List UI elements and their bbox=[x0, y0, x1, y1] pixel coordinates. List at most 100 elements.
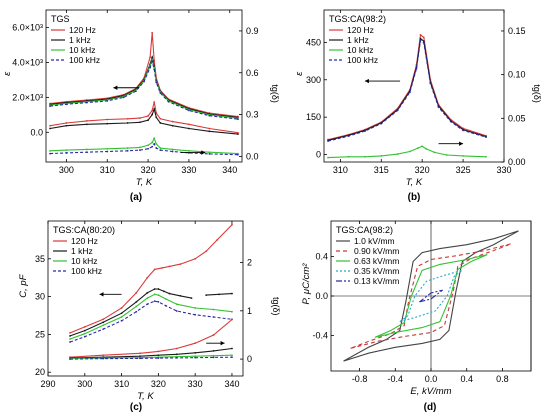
direction-arrow-head bbox=[99, 292, 104, 297]
panel-caption: (b) bbox=[408, 192, 421, 203]
x-tick-label: 310 bbox=[333, 165, 348, 175]
legend-label: 0.13 kV/mm bbox=[354, 276, 399, 286]
legend-title: TGS:CA(98:2) bbox=[336, 225, 393, 235]
plot-frame bbox=[47, 220, 244, 377]
data-point bbox=[171, 124, 174, 127]
series-line bbox=[374, 254, 488, 338]
data-point bbox=[83, 332, 86, 335]
data-point bbox=[462, 154, 464, 157]
data-point bbox=[120, 319, 123, 322]
x-tick-label: 0.4 bbox=[460, 374, 473, 384]
data-point bbox=[188, 127, 190, 130]
y-tick-label-right: 0.3 bbox=[246, 110, 259, 120]
data-point bbox=[151, 56, 154, 59]
series-line bbox=[70, 319, 233, 358]
data-point bbox=[102, 318, 105, 321]
y-axis-label-left: P, μC/cm² bbox=[301, 263, 312, 305]
data-point bbox=[147, 115, 149, 117]
data-point bbox=[231, 354, 233, 357]
data-point bbox=[237, 153, 239, 156]
data-point bbox=[194, 351, 197, 354]
series-line bbox=[69, 288, 192, 337]
data-point bbox=[175, 356, 178, 359]
x-tick-label: 340 bbox=[224, 379, 239, 389]
data-point bbox=[409, 150, 411, 153]
data-point bbox=[347, 135, 350, 137]
x-tick-label: 290 bbox=[40, 379, 55, 389]
y-tick-label-right: 0.9 bbox=[246, 26, 259, 36]
data-point bbox=[171, 150, 174, 153]
y-tick-label-left: 300 bbox=[306, 75, 321, 85]
data-point bbox=[147, 144, 149, 147]
series-line bbox=[70, 354, 233, 360]
data-point bbox=[120, 307, 123, 309]
legend-label: 10 kHz bbox=[347, 45, 373, 55]
data-point bbox=[85, 101, 88, 104]
data-point bbox=[149, 56, 152, 59]
legend-label: 120 Hz bbox=[347, 25, 374, 35]
x-tick-label: 0.8 bbox=[496, 374, 509, 384]
direction-arrow-head bbox=[220, 340, 225, 346]
y-tick-label-right: 0.05 bbox=[508, 113, 526, 123]
data-point bbox=[167, 100, 170, 103]
data-point bbox=[139, 149, 141, 152]
data-point bbox=[85, 151, 88, 154]
legend-label: 1 kHz bbox=[347, 35, 369, 45]
series-line bbox=[50, 55, 238, 118]
data-point bbox=[155, 81, 158, 84]
data-point bbox=[429, 82, 432, 85]
x-tick-label: 315 bbox=[374, 165, 389, 175]
panel-a: 300 310 320 330 340 0.0 2.0×10³ 4.0×10³ 6.0×10³ 0… bbox=[2, 9, 280, 203]
data-point bbox=[151, 58, 154, 61]
data-point bbox=[327, 140, 329, 142]
data-point bbox=[449, 120, 452, 123]
data-point bbox=[139, 121, 141, 124]
y-axis-label-left: C, pF bbox=[18, 273, 29, 297]
legend-label: 0.63 kV/mm bbox=[354, 256, 399, 266]
data-point bbox=[49, 149, 51, 152]
data-point bbox=[151, 60, 154, 63]
y-tick-label-left: 150 bbox=[306, 112, 321, 122]
data-point bbox=[396, 109, 399, 112]
data-point bbox=[179, 263, 182, 265]
data-point bbox=[147, 147, 149, 150]
x-tick-label: -0.4 bbox=[388, 374, 404, 384]
data-point bbox=[157, 354, 160, 357]
x-tick-label: 325 bbox=[456, 165, 471, 175]
data-point bbox=[161, 266, 163, 269]
data-point bbox=[231, 356, 233, 359]
legend-label: 100 kHz bbox=[71, 266, 102, 276]
y-tick-label-left: 0 bbox=[316, 150, 321, 160]
data-point bbox=[102, 357, 105, 360]
data-point bbox=[159, 149, 162, 152]
data-point bbox=[157, 350, 160, 353]
series-line bbox=[419, 289, 443, 303]
data-point bbox=[380, 122, 383, 125]
data-point bbox=[139, 355, 141, 358]
data-point bbox=[231, 292, 233, 295]
x-tick-label: 340 bbox=[222, 165, 237, 175]
data-point bbox=[102, 328, 105, 331]
y-tick-label-left: 20 bbox=[35, 367, 45, 377]
series-line bbox=[70, 347, 233, 359]
data-point bbox=[135, 305, 138, 308]
data-point bbox=[157, 301, 160, 303]
data-point bbox=[205, 250, 208, 253]
data-point bbox=[49, 105, 51, 107]
data-point bbox=[157, 294, 160, 296]
y-tick-label-right: 0 bbox=[247, 354, 252, 364]
x-tick-label: 310 bbox=[100, 165, 115, 175]
data-point bbox=[421, 145, 424, 148]
data-point bbox=[126, 147, 129, 149]
x-tick-label: 330 bbox=[181, 165, 196, 175]
data-point bbox=[139, 146, 141, 149]
data-point bbox=[419, 39, 422, 42]
data-point bbox=[153, 293, 156, 296]
y-tick-label-right: 0.15 bbox=[508, 26, 526, 36]
data-point bbox=[462, 129, 464, 132]
x-axis-label: E, kV/mm bbox=[410, 386, 451, 397]
x-tick-label: 330 bbox=[496, 165, 511, 175]
data-point bbox=[415, 67, 418, 70]
y-axis-label-right: tg(δ) bbox=[532, 84, 542, 103]
data-point bbox=[49, 124, 51, 127]
